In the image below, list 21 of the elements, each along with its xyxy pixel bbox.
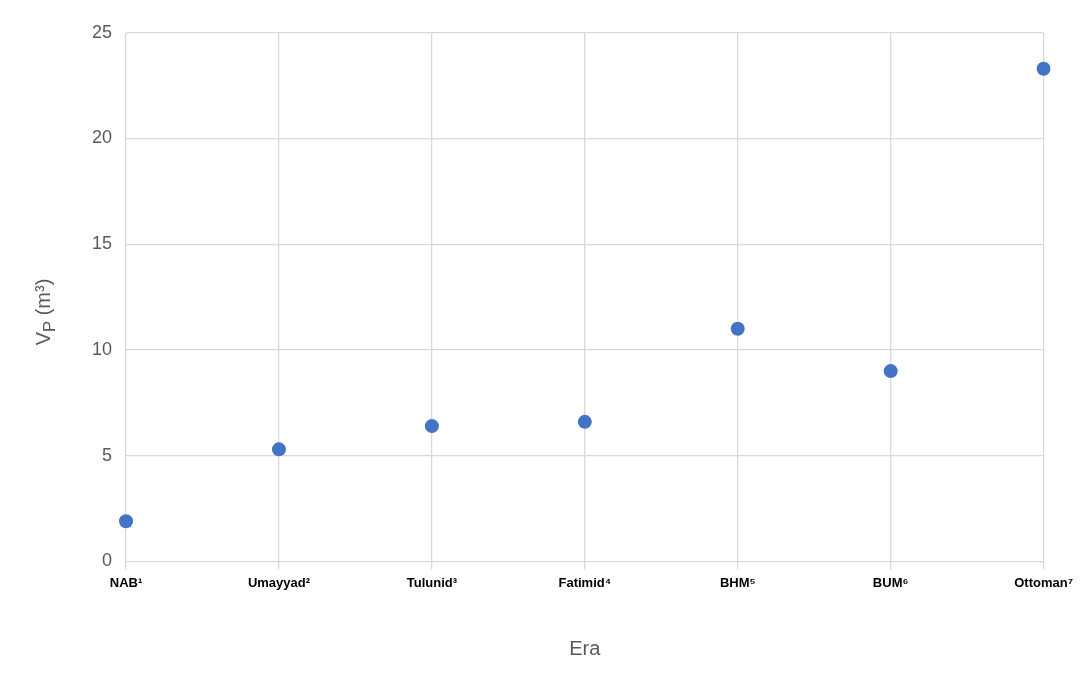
point	[271, 442, 286, 457]
point	[883, 364, 898, 379]
y-tick-label: 0	[102, 550, 113, 571]
x-axis-title: Era	[569, 636, 602, 659]
point	[119, 514, 134, 529]
x-tick-label: Fatimid⁴	[558, 574, 612, 590]
x-tick-label: Tulunid³	[406, 574, 458, 590]
point	[424, 419, 439, 434]
y-tick-label: 10	[91, 338, 113, 359]
y-tick-label: 25	[91, 21, 113, 42]
y-tick-label: 5	[102, 444, 113, 465]
x-tick-label: Ottoman⁷	[1014, 574, 1073, 590]
x-tick-label: BUM⁶	[872, 574, 909, 590]
point	[730, 321, 745, 336]
y-tick-label: 20	[91, 127, 113, 148]
point	[1036, 61, 1051, 76]
point	[577, 414, 592, 429]
x-tick-label: BHM⁵	[719, 574, 756, 590]
x-tick-label: NAB¹	[109, 574, 143, 590]
x-tick-label: Umayyad²	[247, 574, 311, 590]
y-tick-label: 15	[91, 233, 113, 254]
